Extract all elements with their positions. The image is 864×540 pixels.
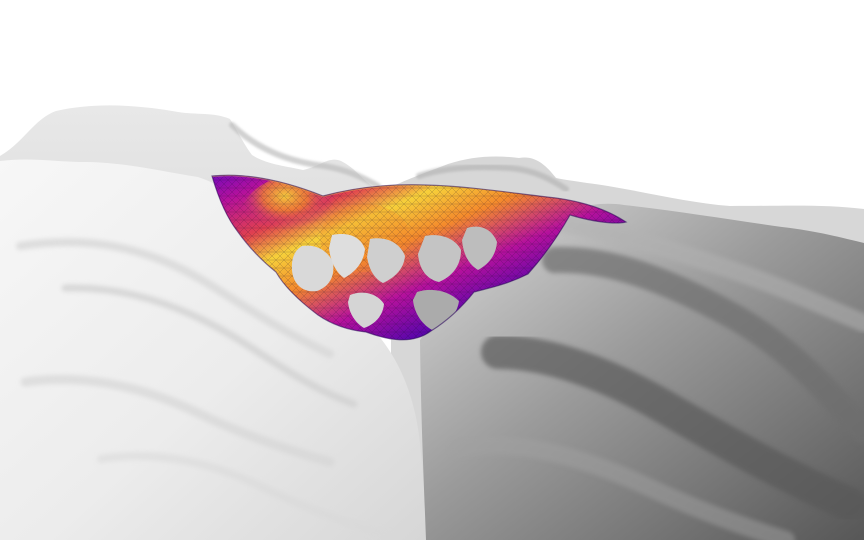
- left-ridge-shadow-3: [20, 374, 335, 467]
- mesh-cutout-left: [291, 245, 334, 292]
- mesh-cutout-lower-left: [348, 292, 384, 328]
- right-shadow-band-1: [542, 246, 864, 443]
- left-ridge-shadow-4: [97, 452, 390, 539]
- mesh-cutout-left-2: [329, 234, 365, 278]
- mesh-outline: [211, 174, 628, 341]
- left-terrain: [0, 159, 426, 540]
- right-light-band-2: [450, 436, 795, 540]
- right-shadow-band-2: [481, 335, 864, 521]
- far-ridge-shadow-2: [416, 164, 569, 192]
- right-light-band-1: [533, 212, 864, 332]
- mesh-cutout-middle-2: [418, 235, 461, 282]
- mesh-cutout-right: [462, 226, 497, 270]
- mesh-cutout-middle: [367, 238, 405, 283]
- left-ridge-shadow-1: [16, 238, 334, 358]
- far-ridge-shadow: [229, 122, 381, 189]
- left-ridge-shadow-2: [61, 284, 358, 408]
